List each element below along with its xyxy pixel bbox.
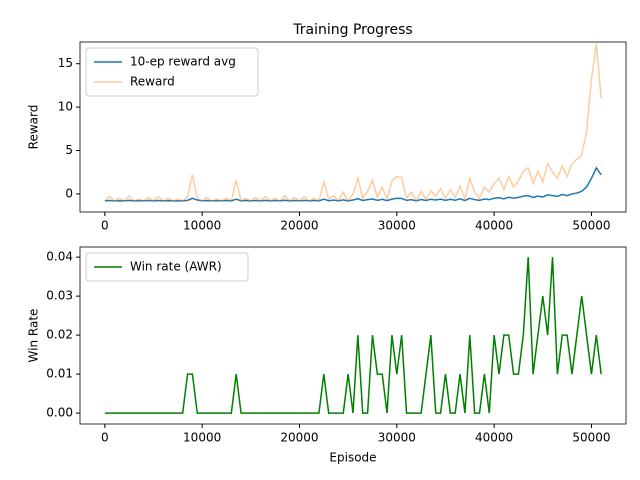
x-tick-label: 20000	[280, 431, 318, 445]
y-tick-label: 0.02	[46, 328, 73, 342]
series-line	[104, 257, 602, 414]
chart-title: Training Progress	[292, 22, 412, 38]
y-tick-label: 0.03	[46, 289, 73, 303]
x-axis-label: Episode	[329, 451, 376, 465]
x-tick-label: 20000	[280, 219, 318, 233]
y-tick-label: 0	[65, 186, 73, 200]
axes-frame	[79, 41, 627, 213]
x-tick-label: 30000	[378, 431, 416, 445]
plot-area	[104, 257, 602, 414]
axes-frame	[79, 246, 627, 425]
y-axis-label: Win Rate	[27, 309, 41, 363]
legend-label: Win rate (AWR)	[130, 260, 222, 274]
x-tick-label: 50000	[572, 219, 610, 233]
plot-area	[104, 43, 602, 203]
x-tick-label: 40000	[475, 431, 513, 445]
y-tick-label: 5	[65, 143, 73, 157]
x-tick-label: 40000	[475, 219, 513, 233]
series-line	[104, 166, 602, 202]
x-tick-label: 10000	[183, 431, 221, 445]
x-tick-label: 0	[101, 431, 109, 445]
legend-box	[85, 47, 259, 97]
series-line	[104, 43, 602, 203]
y-tick-label: 15	[58, 56, 73, 70]
legend-label: Reward	[130, 75, 175, 89]
x-tick-label: 50000	[572, 431, 610, 445]
legend-box	[85, 252, 249, 282]
x-tick-label: 0	[101, 219, 109, 233]
y-tick-label: 0.01	[46, 367, 73, 381]
legend-label: 10-ep reward avg	[130, 55, 236, 69]
y-tick-label: 0.00	[46, 406, 73, 420]
x-tick-label: 10000	[183, 219, 221, 233]
y-axis-label: Reward	[27, 105, 41, 150]
y-tick-label: 0.04	[46, 250, 73, 264]
x-tick-label: 30000	[378, 219, 416, 233]
y-tick-label: 10	[58, 100, 73, 114]
